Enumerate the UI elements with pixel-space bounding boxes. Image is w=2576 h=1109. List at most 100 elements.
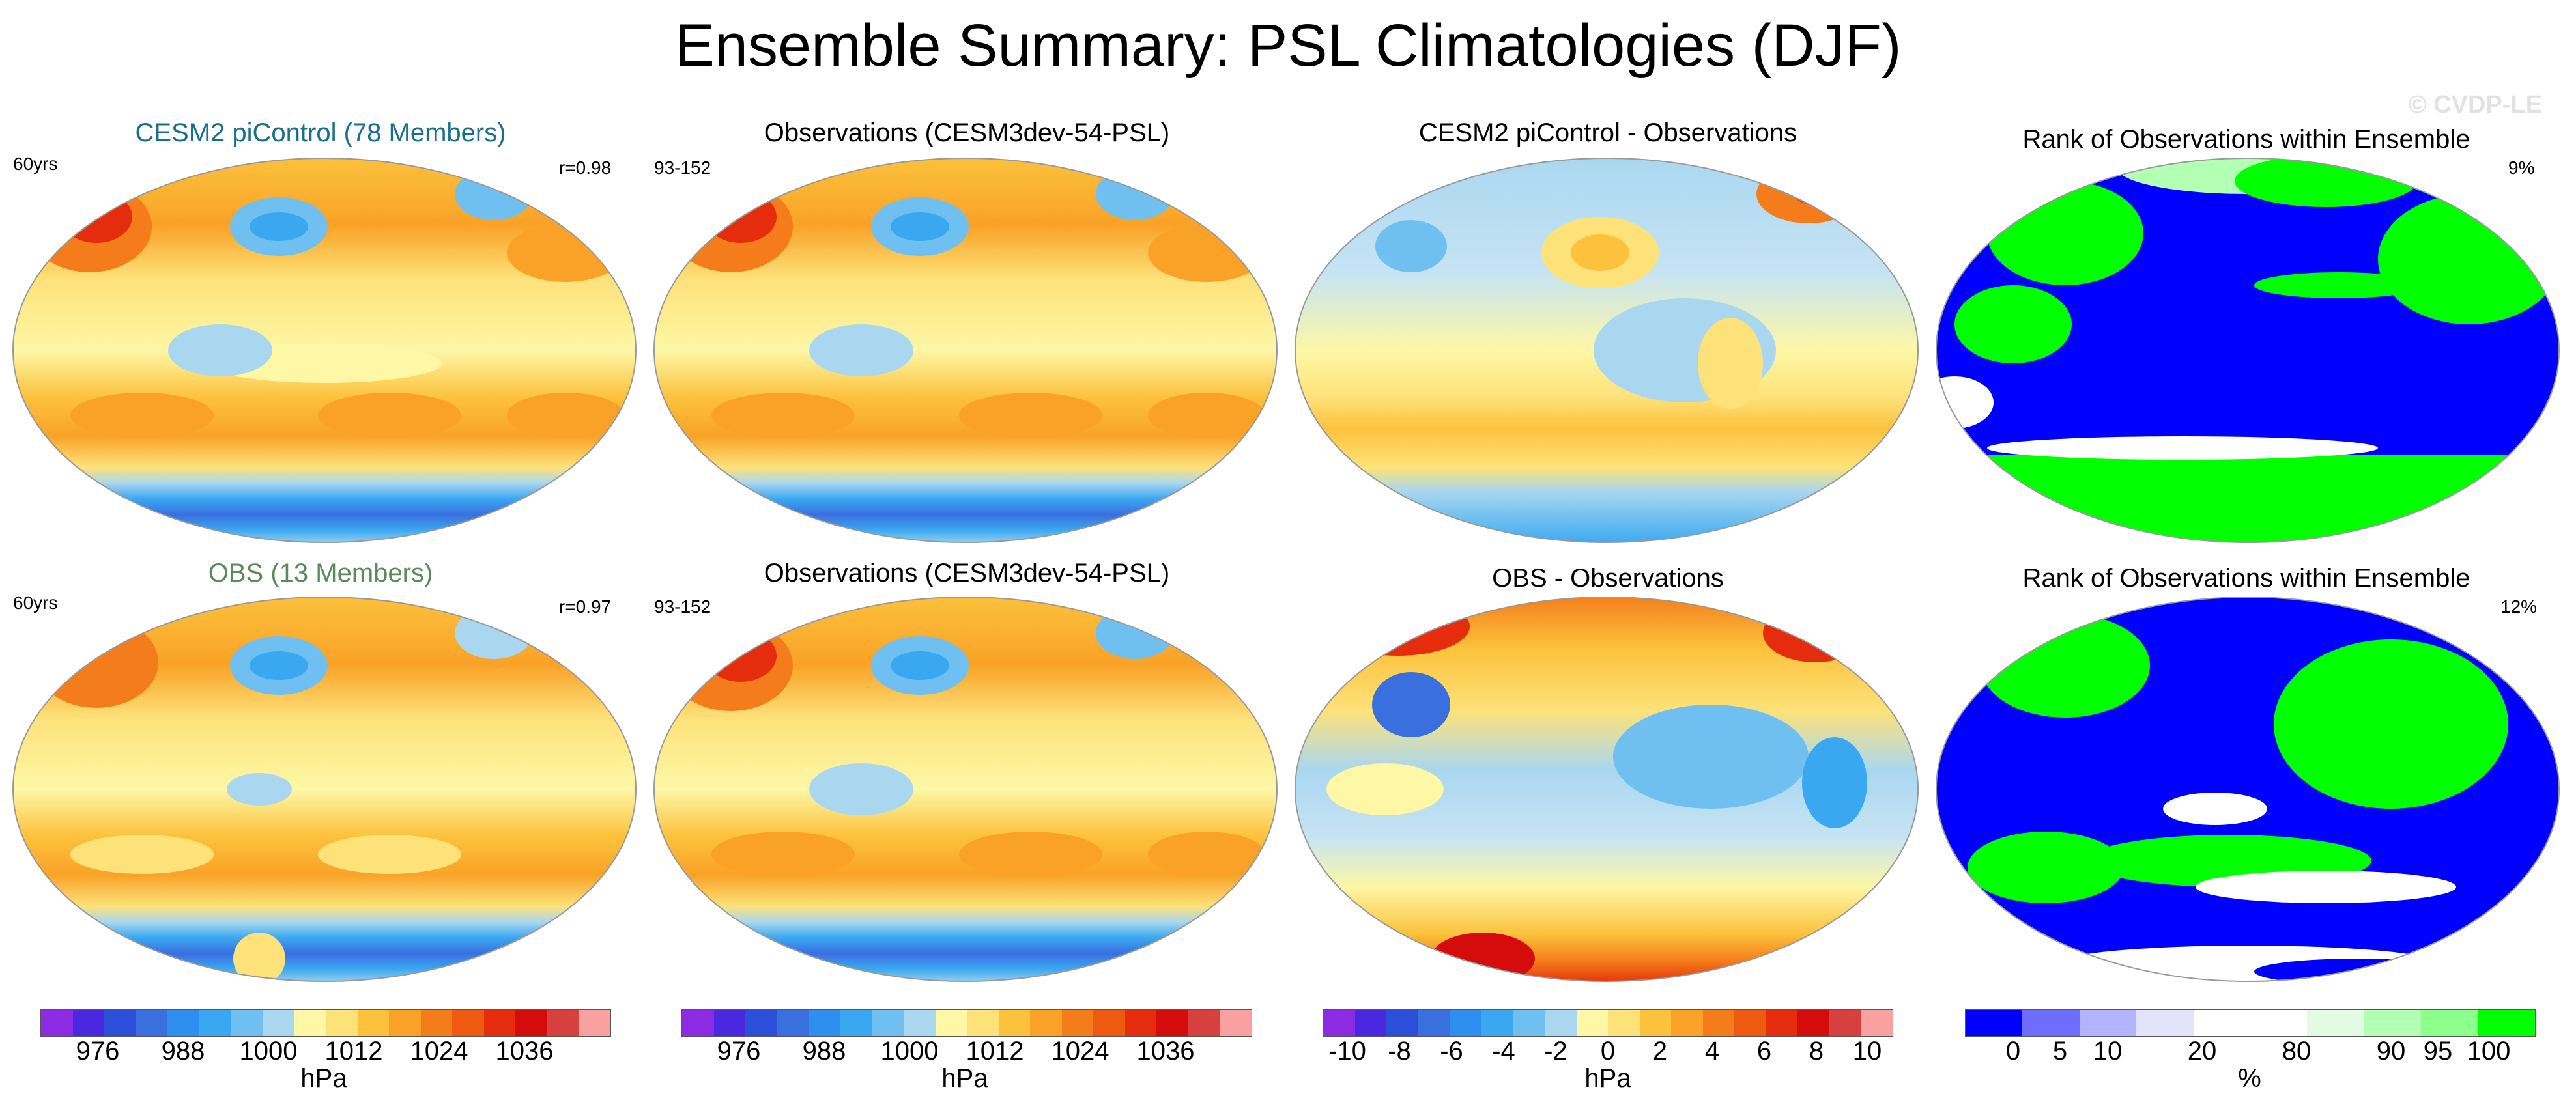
colorbar-swatch	[2136, 1010, 2194, 1036]
colorbar-swatch	[998, 1010, 1031, 1036]
colorbar-swatch	[104, 1010, 136, 1036]
colorbar-tick: 95	[2423, 1037, 2453, 1065]
colorbar-tick: 4	[1704, 1037, 1720, 1065]
map-cesm2-climatology	[12, 158, 637, 543]
correlation-label: r=0.97	[559, 597, 612, 617]
colorbar-swatch	[515, 1010, 547, 1036]
colorbar-tick: -10	[1328, 1037, 1366, 1065]
colorbar-swatch	[1671, 1010, 1703, 1036]
panel-title-rank: Rank of Observations within Ensemble	[2022, 125, 2470, 154]
colorbar-tick: 1000	[239, 1037, 298, 1065]
colorbar-swatch	[2421, 1010, 2478, 1036]
colorbar-tick: -6	[1440, 1037, 1463, 1065]
rank-percent-label: 12%	[2500, 597, 2538, 617]
colorbar-swatch	[809, 1010, 840, 1036]
colorbar-swatch	[420, 1010, 453, 1036]
colorbar-swatch	[1124, 1010, 1157, 1036]
period-label: 60yrs	[13, 154, 58, 174]
colorbar-tick: 6	[1756, 1037, 1772, 1065]
colorbar-swatch	[136, 1010, 168, 1036]
colorbar-tick: 1012	[324, 1037, 383, 1065]
colorbar-tick: 1036	[495, 1037, 554, 1065]
colorbar-swatch	[1188, 1010, 1220, 1036]
colorbar-swatch	[935, 1010, 967, 1036]
colorbar-swatch	[231, 1010, 263, 1036]
colorbar-swatch	[745, 1010, 777, 1036]
colorbar-swatch	[326, 1010, 358, 1036]
period-label: 60yrs	[13, 593, 58, 613]
colorbar-tick: 0	[2005, 1037, 2021, 1065]
colorbar-swatch	[167, 1010, 199, 1036]
colorbar-tick: 988	[802, 1037, 846, 1065]
colorbar-swatch	[2478, 1010, 2536, 1036]
colorbar-swatch	[777, 1010, 809, 1036]
colorbar-swatch	[389, 1010, 421, 1036]
correlation-label: r=0.98	[559, 158, 612, 178]
colorbar-swatch	[1702, 1010, 1735, 1036]
colorbar-swatch	[1418, 1010, 1450, 1036]
figure-title: Ensemble Summary: PSL Climatologies (DJF…	[674, 12, 1902, 79]
colorbar-swatch	[872, 1010, 904, 1036]
colorbar-swatch	[1639, 1010, 1672, 1036]
colorbar-swatch	[1544, 1010, 1577, 1036]
colorbar-swatch	[294, 1010, 326, 1036]
colorbar-swatch	[1576, 1010, 1609, 1036]
colorbar-swatch	[1220, 1010, 1252, 1036]
colorbar-swatch	[2193, 1010, 2251, 1036]
colorbar-swatch	[1386, 1010, 1418, 1036]
colorbar-swatch	[1061, 1010, 1094, 1036]
map-obs-ensemble-climatology	[12, 597, 637, 982]
colorbar-swatch	[199, 1010, 231, 1036]
colorbar-tick: 1000	[880, 1037, 939, 1065]
colorbar-swatch	[1030, 1010, 1062, 1036]
period-label: 93-152	[654, 597, 711, 617]
colorbar-tick: 976	[76, 1037, 120, 1065]
colorbar-swatch	[967, 1010, 999, 1036]
panel-title-cesm2: CESM2 piControl (78 Members)	[135, 119, 506, 147]
colorbar-rank	[1965, 1009, 2536, 1037]
colorbar-swatch	[357, 1010, 390, 1036]
colorbar-tick: 1036	[1136, 1037, 1195, 1065]
colorbar-swatch	[1513, 1010, 1545, 1036]
colorbar-swatch	[682, 1010, 714, 1036]
colorbar-swatch	[1766, 1010, 1798, 1036]
colorbar-swatch	[262, 1010, 294, 1036]
colorbar-swatch	[1481, 1010, 1513, 1036]
watermark: © CVDP-LE	[2408, 91, 2542, 119]
colorbar-swatch	[2250, 1010, 2308, 1036]
colorbar-tick: 100	[2467, 1037, 2511, 1065]
colorbar-tick: 8	[1809, 1037, 1824, 1065]
map-observations-climatology	[653, 158, 1278, 543]
colorbar-tick: 976	[717, 1037, 761, 1065]
period-label: 93-152	[654, 158, 711, 178]
colorbar-tick: 988	[161, 1037, 205, 1065]
colorbar-swatch	[2364, 1010, 2422, 1036]
colorbar-swatch	[1354, 1010, 1387, 1036]
colorbar-swatch	[1797, 1010, 1829, 1036]
colorbar-swatch	[1450, 1010, 1481, 1036]
colorbar-swatch	[483, 1010, 516, 1036]
colorbar-swatch	[2307, 1010, 2364, 1036]
colorbar-tick: 80	[2282, 1037, 2311, 1065]
colorbar-swatch	[1608, 1010, 1640, 1036]
colorbar-psl	[681, 1009, 1252, 1037]
colorbar-unit: hPa	[941, 1064, 988, 1093]
colorbar-tick: 1024	[1051, 1037, 1109, 1065]
colorbar-swatch	[2079, 1010, 2137, 1036]
panel-title-diff-obs: OBS - Observations	[1492, 564, 1724, 593]
panel-title-obs: OBS (13 Members)	[208, 559, 433, 587]
colorbar-swatch	[1093, 1010, 1125, 1036]
colorbar-tick: 1012	[966, 1037, 1024, 1065]
colorbar-swatch	[579, 1010, 611, 1036]
panel-title-observations: Observations (CESM3dev-54-PSL)	[764, 119, 1170, 147]
colorbar-tick: -4	[1492, 1037, 1515, 1065]
panel-title-rank: Rank of Observations within Ensemble	[2022, 564, 2470, 593]
colorbar-tick: 1024	[410, 1037, 468, 1065]
colorbar-swatch	[1323, 1010, 1355, 1036]
colorbar-tick: 10	[1852, 1037, 1882, 1065]
colorbar-swatch	[903, 1010, 936, 1036]
colorbar-tick: 90	[2376, 1037, 2406, 1065]
map-cesm2-minus-observations	[1295, 158, 1919, 543]
colorbar-tick: 5	[2052, 1037, 2068, 1065]
rank-percent-label: 9%	[2508, 158, 2535, 178]
